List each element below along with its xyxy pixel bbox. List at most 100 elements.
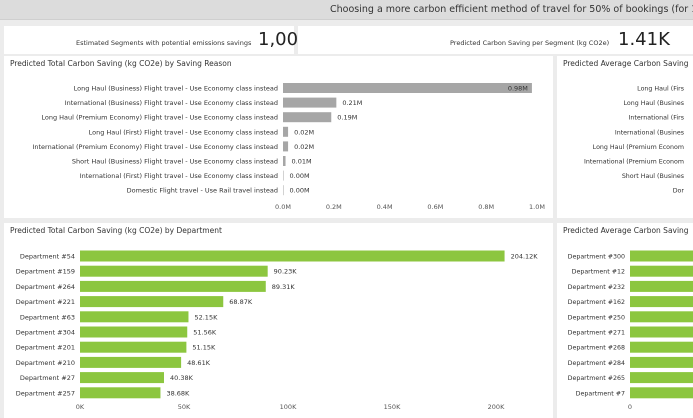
bar bbox=[630, 311, 693, 323]
data-label: 0.21M bbox=[342, 99, 362, 107]
category-label: Department #201 bbox=[16, 344, 75, 352]
x-tick-label: 0.8M bbox=[478, 203, 494, 211]
data-label: 0.98M bbox=[508, 85, 528, 93]
data-label: 90.23K bbox=[274, 268, 298, 276]
category-label: Department #12 bbox=[572, 269, 625, 276]
x-tick-label: 150K bbox=[384, 403, 401, 411]
data-label: 0.02M bbox=[294, 143, 314, 151]
bar bbox=[630, 356, 693, 368]
x-tick-label: 1.0M bbox=[529, 203, 545, 211]
category-label: Long Haul (Busines bbox=[623, 100, 684, 107]
bar bbox=[630, 280, 693, 292]
category-label: International (Firs bbox=[629, 115, 684, 122]
bar bbox=[283, 83, 532, 93]
avg-department-panel: Predicted Average Carbon Saving Departme… bbox=[557, 223, 693, 418]
bar bbox=[80, 356, 182, 368]
bar bbox=[630, 326, 693, 338]
bar bbox=[283, 185, 284, 196]
bar bbox=[283, 141, 289, 152]
category-label: Department #221 bbox=[16, 298, 75, 306]
data-label: 89.31K bbox=[272, 283, 296, 291]
x-tick-label: 100K bbox=[280, 403, 297, 411]
bar bbox=[630, 265, 693, 277]
x-tick-label: 200K bbox=[488, 403, 505, 411]
data-label: 51.56K bbox=[193, 329, 217, 337]
data-label: 51.15K bbox=[192, 344, 216, 352]
category-label: International (Busines bbox=[615, 129, 684, 136]
kpi-segments-card: Estimated Segments with potential emissi… bbox=[4, 26, 310, 54]
data-label: 0.00M bbox=[290, 172, 310, 180]
data-label: 68.87K bbox=[229, 298, 253, 306]
saving-reason-chart: Long Haul (Business) Flight travel - Use… bbox=[32, 83, 545, 211]
category-label: Long Haul (First) Flight travel - Use Ec… bbox=[89, 128, 278, 136]
kpi-saving-value: 1.41K bbox=[618, 29, 670, 50]
bar bbox=[80, 265, 268, 277]
kpi-segments-value: 1,002 bbox=[258, 29, 310, 50]
bar bbox=[80, 372, 164, 384]
category-label: Short Haul (Business) Flight travel - Us… bbox=[72, 158, 278, 166]
bar bbox=[283, 156, 286, 166]
avg-reason-panel: Predicted Average Carbon Saving Long Hau… bbox=[557, 56, 693, 218]
category-label: Long Haul (Premium Economy) Flight trave… bbox=[41, 114, 278, 122]
x-tick-label: 0 bbox=[628, 403, 632, 411]
x-tick-label: 0.4M bbox=[377, 203, 393, 211]
category-label: Department #250 bbox=[568, 314, 625, 321]
bar bbox=[630, 296, 693, 308]
category-label: Department #257 bbox=[16, 389, 75, 397]
bar bbox=[283, 126, 289, 137]
x-tick-label: 0.6M bbox=[427, 203, 443, 211]
x-tick-label: 0.2M bbox=[326, 203, 342, 211]
data-label: 52.15K bbox=[194, 313, 218, 321]
avg-department-title: Predicted Average Carbon Saving bbox=[563, 226, 689, 235]
department-panel: Predicted Total Carbon Saving (kg CO2e) … bbox=[4, 223, 553, 418]
category-label: Department #284 bbox=[568, 360, 625, 367]
category-label: Department #54 bbox=[20, 253, 75, 261]
data-label: 0.02M bbox=[294, 128, 314, 136]
saving-reason-panel: Predicted Total Carbon Saving (kg CO2e) … bbox=[4, 56, 553, 218]
category-label: International (Business) Flight travel -… bbox=[65, 99, 278, 107]
banner-text: Choosing a more carbon efficient method … bbox=[330, 4, 693, 15]
category-label: Department #264 bbox=[16, 283, 75, 291]
data-label: 204.12K bbox=[511, 253, 539, 261]
category-label: Long Haul (Business) Flight travel - Use… bbox=[74, 85, 278, 93]
category-label: Domestic Flight travel - Use Rail travel… bbox=[127, 187, 278, 195]
category-label: Department #7 bbox=[576, 390, 625, 397]
x-tick-label: 0.0M bbox=[275, 203, 291, 211]
category-label: Department #162 bbox=[568, 299, 625, 306]
x-tick-label: 0K bbox=[76, 403, 85, 411]
x-tick-label: 50K bbox=[178, 403, 191, 411]
category-label: Long Haul (Firs bbox=[637, 86, 684, 93]
bar bbox=[630, 372, 693, 384]
bar bbox=[80, 296, 224, 308]
avg-department-chart: Department #300 Department #12 Department … bbox=[568, 250, 693, 411]
category-label: Department #232 bbox=[568, 284, 625, 291]
category-label: Department #265 bbox=[568, 375, 625, 382]
bar bbox=[283, 112, 332, 123]
data-label: 0.00M bbox=[290, 187, 310, 195]
data-label: 0.19M bbox=[337, 114, 357, 122]
avg-reason-title: Predicted Average Carbon Saving bbox=[563, 59, 689, 68]
bar bbox=[80, 387, 161, 399]
saving-reason-title: Predicted Total Carbon Saving (kg CO2e) … bbox=[10, 59, 232, 68]
bar bbox=[80, 326, 188, 338]
category-label: Department #304 bbox=[16, 329, 75, 337]
kpi-saving-card: Predicted Carbon Saving per Segment (kg … bbox=[298, 26, 693, 54]
bar bbox=[283, 170, 284, 181]
category-label: International (First) Flight travel - Us… bbox=[80, 172, 278, 180]
category-label: Short Haul (Busines bbox=[622, 173, 684, 180]
kpi-segments-label: Estimated Segments with potential emissi… bbox=[76, 39, 252, 47]
category-label: Department #63 bbox=[20, 313, 75, 321]
category-label: International (Premium Economy) Flight t… bbox=[32, 143, 278, 151]
bar bbox=[630, 341, 693, 353]
category-label: International (Premium Econom bbox=[584, 159, 684, 166]
category-label: Department #27 bbox=[20, 374, 75, 382]
bar bbox=[80, 341, 187, 353]
category-label: Department #300 bbox=[568, 254, 625, 261]
kpi-saving-label: Predicted Carbon Saving per Segment (kg … bbox=[450, 39, 610, 47]
category-label: Department #268 bbox=[568, 345, 625, 352]
category-label: Long Haul (Premium Econom bbox=[593, 144, 684, 151]
bar bbox=[80, 250, 505, 262]
bar bbox=[630, 250, 693, 262]
bar bbox=[80, 280, 266, 292]
category-label: Department #271 bbox=[568, 330, 625, 337]
